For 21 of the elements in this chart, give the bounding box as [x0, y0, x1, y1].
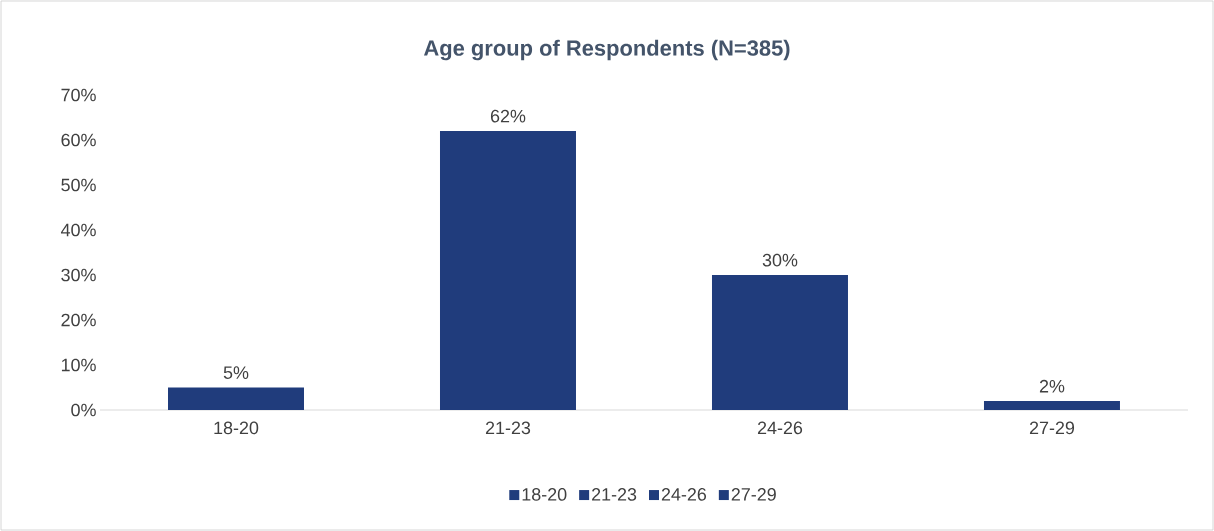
- data-label: 2%: [1039, 379, 1065, 393]
- data-label: 5%: [223, 366, 249, 379]
- x-tick-label: 21-23: [485, 421, 531, 435]
- chart-title: Age group of Respondents (N=385): [423, 39, 790, 61]
- data-label: 62%: [490, 109, 526, 123]
- x-tick-label: 24-26: [757, 421, 803, 435]
- y-tick-label: 70%: [61, 88, 96, 102]
- legend-label: 21-23: [592, 488, 637, 501]
- y-tick-label: 10%: [61, 358, 96, 372]
- x-tick-label: 27-29: [1029, 421, 1075, 435]
- legend-label: 24-26: [661, 488, 707, 501]
- data-label: 30%: [762, 253, 798, 267]
- y-tick-label: 30%: [61, 268, 96, 282]
- y-tick-label: 40%: [61, 223, 96, 237]
- y-tick-label: 60%: [61, 133, 96, 147]
- legend-label: 18-20: [522, 488, 567, 501]
- legend-label: 27-29: [731, 488, 776, 501]
- x-tick-label: 18-20: [214, 421, 259, 435]
- y-tick-label: 0%: [71, 403, 96, 417]
- y-tick-label: 50%: [61, 178, 96, 192]
- y-tick-label: 20%: [61, 313, 96, 327]
